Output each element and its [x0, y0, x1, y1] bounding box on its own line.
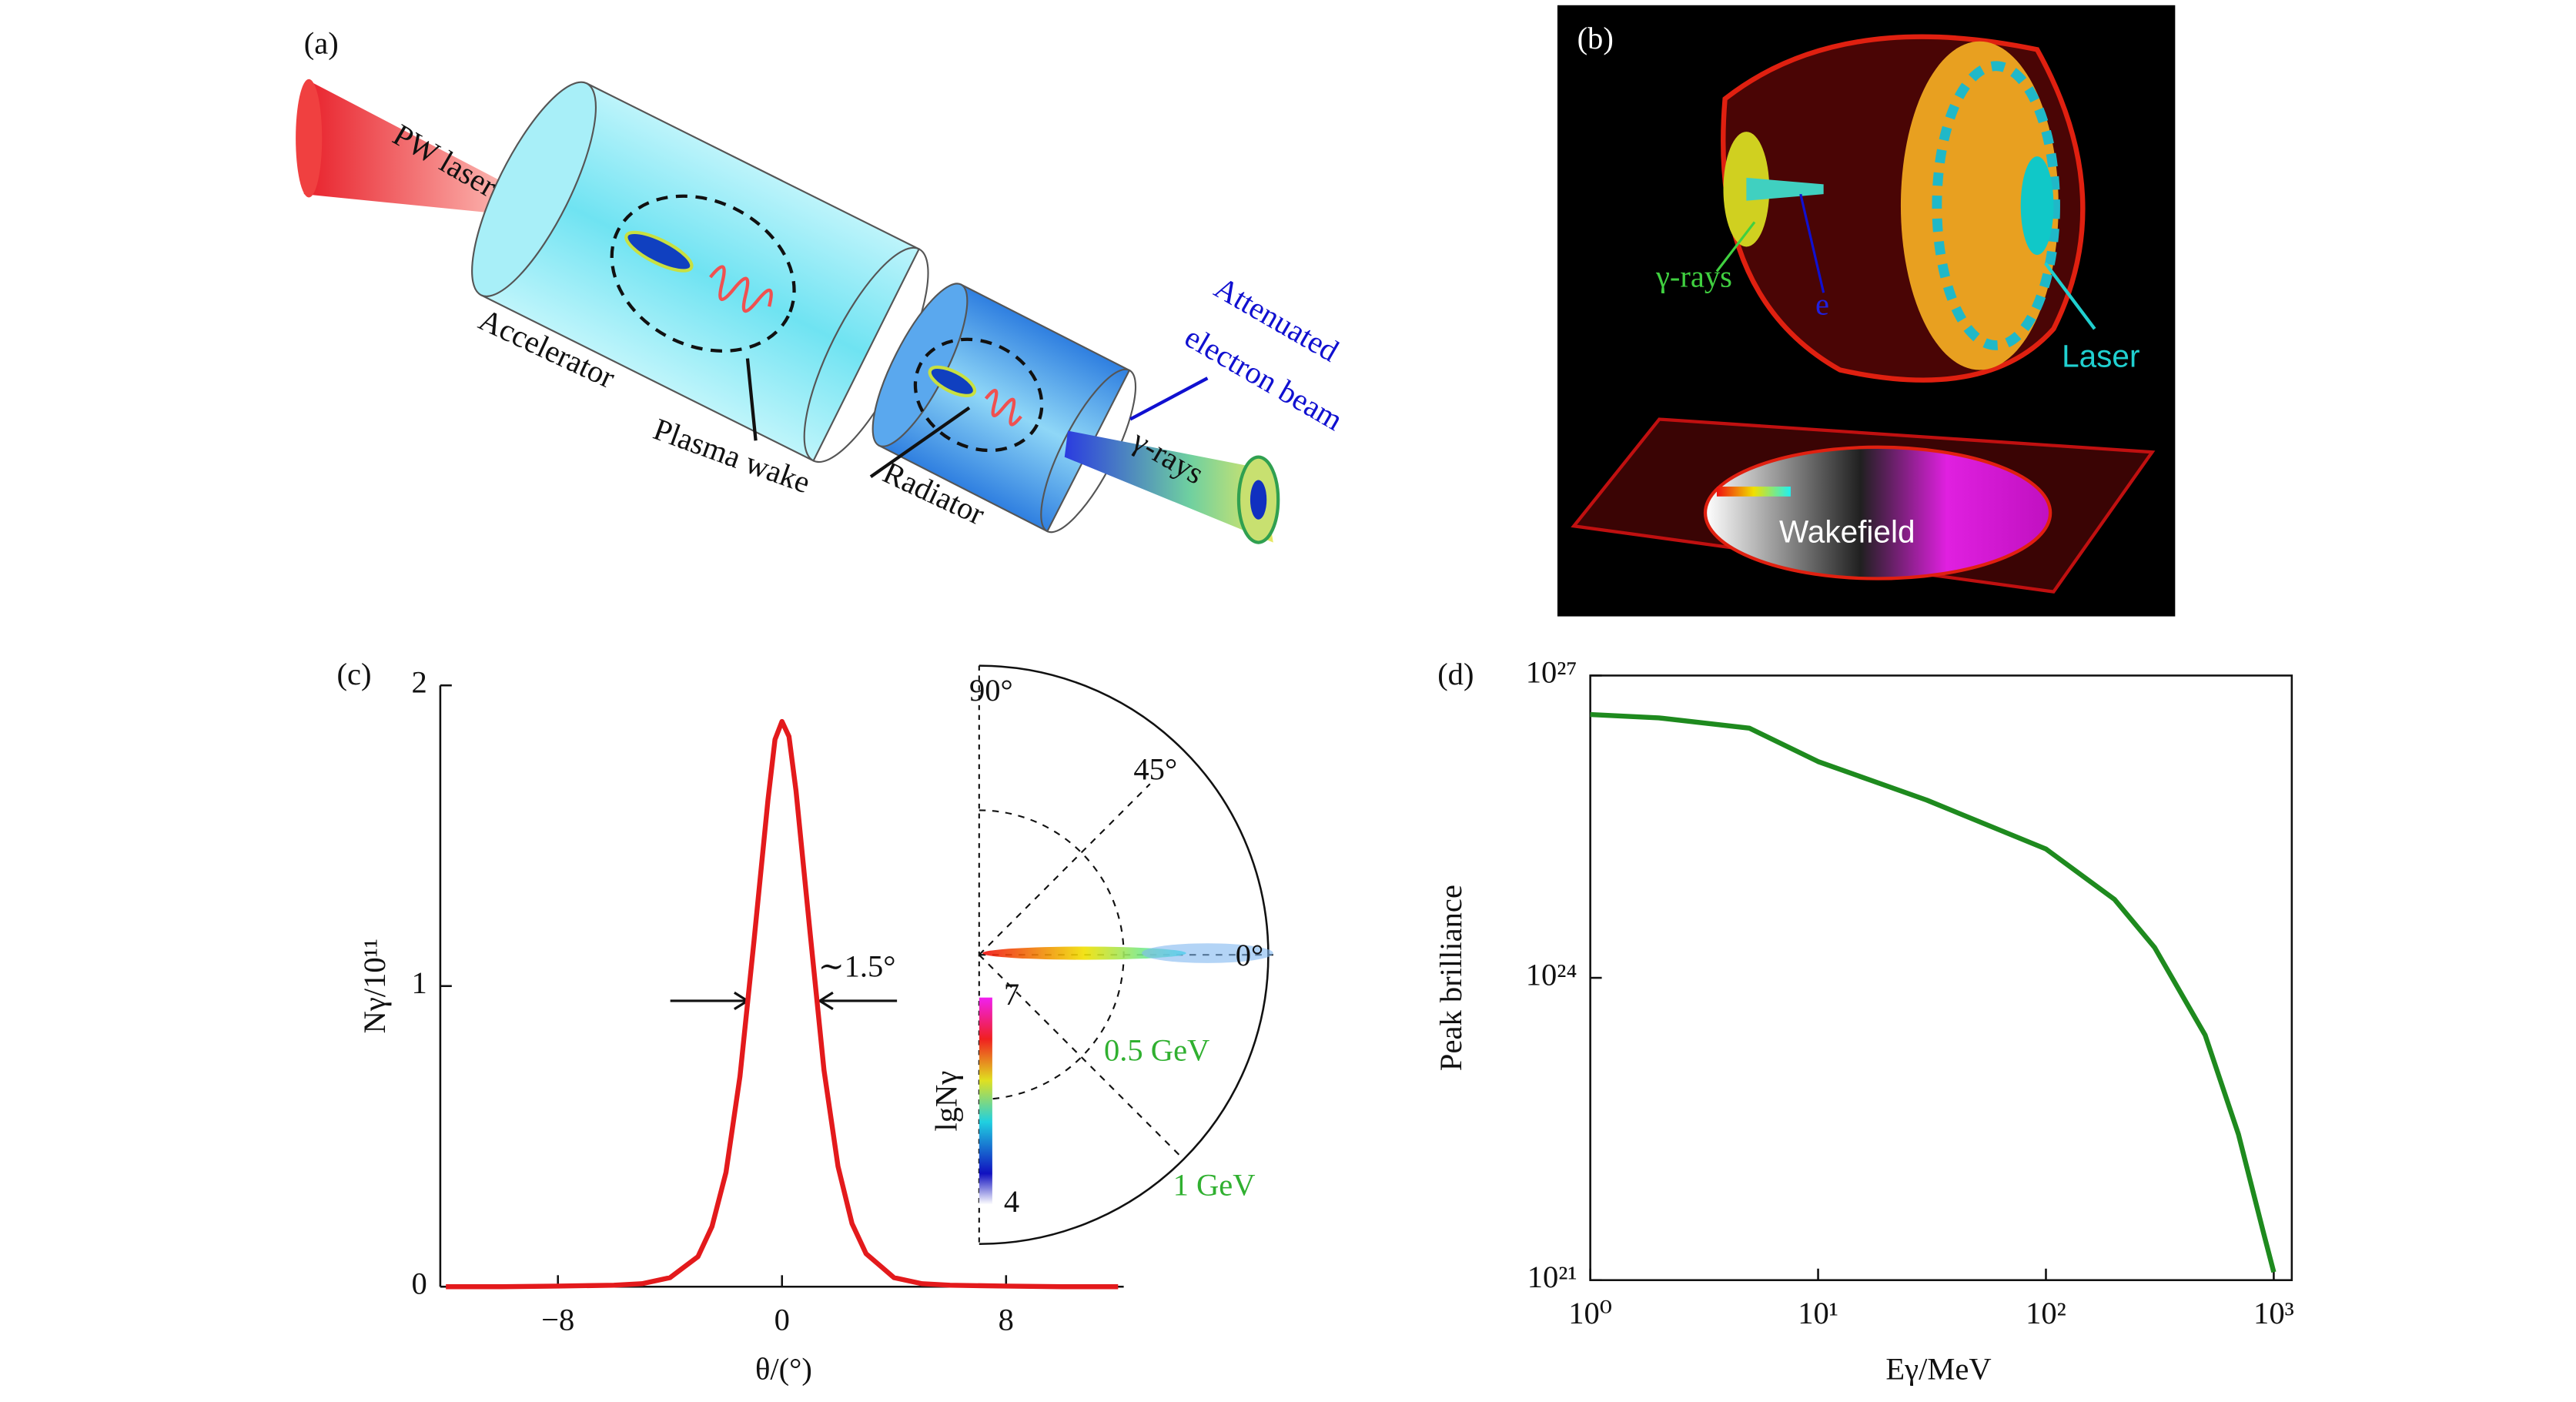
x-axis-label: Eγ/MeV — [1885, 1352, 1991, 1387]
x-tick-label: 0 — [774, 1302, 790, 1337]
arrow — [1799, 193, 1825, 293]
panel-label: (c) — [336, 657, 371, 691]
accelerator-cylinder — [471, 81, 929, 463]
beam-slice — [1716, 487, 1791, 497]
polar-label: 45° — [1133, 752, 1177, 787]
x-tick-label: 10¹ — [1798, 1296, 1838, 1330]
polar-label: 1 GeV — [1173, 1168, 1256, 1203]
arrow — [869, 406, 971, 478]
gamma-cone — [1064, 430, 1273, 543]
arrow — [745, 358, 758, 441]
colorbar-tick-label: 7 — [1004, 977, 1019, 1012]
y-tick-label: 2 — [412, 665, 427, 700]
polar-label: 0.5 GeV — [1104, 1033, 1209, 1068]
annotation: ∼1.5° — [818, 949, 896, 984]
polar-ray — [979, 783, 1151, 955]
arrow — [1129, 376, 1209, 421]
label: γ-rays — [1655, 259, 1732, 293]
label: Wakefield — [1779, 514, 1915, 550]
panel-b: (b) γ-rays e Laser Wakefield — [1557, 5, 2176, 617]
panel-label: (d) — [1437, 657, 1474, 691]
data-line — [446, 718, 1119, 1290]
radiator-cylinder — [871, 283, 1137, 534]
x-tick-label: 10³ — [2253, 1296, 2294, 1330]
x-tick-label: 10⁰ — [1568, 1296, 1612, 1330]
laser-pulse — [1900, 41, 2059, 370]
panel-label: (a) — [304, 25, 339, 60]
y-axis-label: Nγ/10¹¹ — [357, 939, 392, 1033]
polar-label: 90° — [969, 673, 1013, 708]
label: e — [1815, 287, 1829, 322]
arrow — [817, 991, 898, 1010]
photon-distribution — [1142, 943, 1273, 963]
x-tick-label: 10² — [2026, 1296, 2066, 1330]
electron-beam — [1746, 177, 1824, 201]
panel-label: (b) — [1577, 21, 1614, 55]
arrow — [670, 991, 750, 1010]
polar-label: 0° — [1236, 938, 1263, 972]
y-tick-label: 1 — [412, 965, 427, 1000]
laser-cone — [303, 82, 539, 218]
data-line — [1590, 711, 2277, 1273]
label: Laser — [2062, 338, 2139, 373]
x-tick-label: 8 — [999, 1302, 1014, 1337]
colorbar-tick-label: 4 — [1004, 1184, 1019, 1219]
y-axis-label: Peak brilliance — [1434, 885, 1468, 1071]
y-tick-label: 0 — [412, 1266, 427, 1301]
y-tick-label: 10²⁴ — [1526, 957, 1577, 992]
arrow — [2044, 262, 2096, 330]
y-tick-label: 10²¹ — [1527, 1260, 1577, 1294]
colorbar — [979, 997, 992, 1205]
wakefield — [1703, 445, 2052, 581]
plot-frame — [1589, 674, 2293, 1281]
x-tick-label: −8 — [541, 1302, 574, 1337]
photon-distribution — [982, 946, 1186, 960]
arrow — [1715, 221, 1756, 273]
beam-spot — [1250, 480, 1267, 520]
colorbar-label: lgNγ — [929, 1071, 964, 1132]
panel-a: (a) PW laser Accelerator Plasma wake Rad… — [296, 25, 1349, 544]
polar-inset: 90° 45° 0° 0.5 GeV 1 GeV lgNγ ∼1.5° — [670, 664, 1273, 1246]
laser-rings — [1932, 61, 2060, 350]
y-tick-label: 10²⁷ — [1526, 655, 1577, 690]
x-axis-label: θ/(°) — [755, 1352, 812, 1387]
laser-core — [2020, 156, 2054, 256]
laser-face — [296, 79, 323, 198]
